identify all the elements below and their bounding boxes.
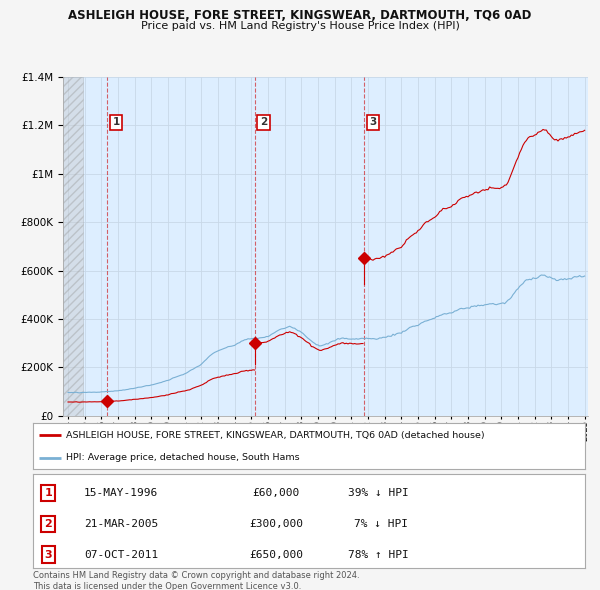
Text: 1: 1 [112,117,120,127]
Text: 3: 3 [369,117,376,127]
Text: 1: 1 [44,488,52,498]
Text: 07-OCT-2011: 07-OCT-2011 [84,549,158,559]
Text: HPI: Average price, detached house, South Hams: HPI: Average price, detached house, Sout… [66,453,300,462]
Text: Price paid vs. HM Land Registry's House Price Index (HPI): Price paid vs. HM Land Registry's House … [140,21,460,31]
Text: 21-MAR-2005: 21-MAR-2005 [84,519,158,529]
Text: 2: 2 [44,519,52,529]
Text: £60,000: £60,000 [252,488,299,498]
Text: 78% ↑ HPI: 78% ↑ HPI [347,549,409,559]
Text: £650,000: £650,000 [249,549,303,559]
Text: 15-MAY-1996: 15-MAY-1996 [84,488,158,498]
Text: ASHLEIGH HOUSE, FORE STREET, KINGSWEAR, DARTMOUTH, TQ6 0AD (detached house): ASHLEIGH HOUSE, FORE STREET, KINGSWEAR, … [66,431,485,440]
Text: ASHLEIGH HOUSE, FORE STREET, KINGSWEAR, DARTMOUTH, TQ6 0AD: ASHLEIGH HOUSE, FORE STREET, KINGSWEAR, … [68,9,532,22]
Text: 2: 2 [260,117,267,127]
Bar [63,77,83,416]
Text: 39% ↓ HPI: 39% ↓ HPI [347,488,409,498]
Text: 3: 3 [44,549,52,559]
Text: Contains HM Land Registry data © Crown copyright and database right 2024.
This d: Contains HM Land Registry data © Crown c… [33,571,359,590]
Text: £300,000: £300,000 [249,519,303,529]
Text: 7% ↓ HPI: 7% ↓ HPI [355,519,409,529]
